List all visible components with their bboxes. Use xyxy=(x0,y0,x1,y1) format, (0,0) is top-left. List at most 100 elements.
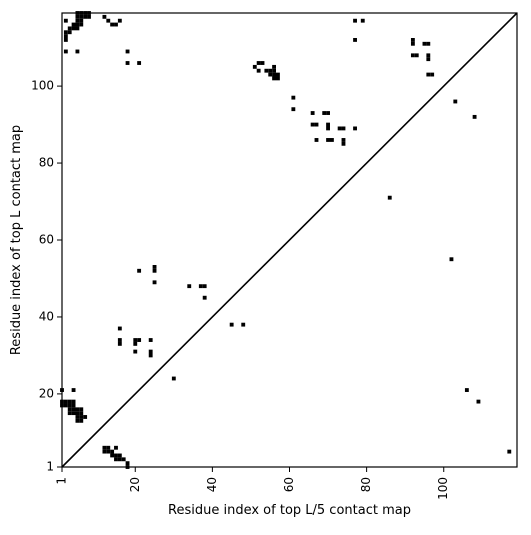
contact-cell-upper xyxy=(268,72,273,77)
contact-cell-lower xyxy=(171,376,176,381)
contact-cell-lower xyxy=(133,349,138,354)
contact-cell-lower xyxy=(117,457,122,462)
contact-cell-upper xyxy=(75,26,80,31)
contact-cell-lower xyxy=(71,388,76,392)
contact-cell-upper xyxy=(453,99,458,104)
contact-cell-upper xyxy=(71,22,76,27)
contact-cell-upper xyxy=(79,22,84,27)
contact-cell-lower xyxy=(67,411,72,416)
contact-cell-lower xyxy=(71,403,76,408)
contact-cell-upper xyxy=(353,126,357,131)
contact-cell-upper xyxy=(341,126,346,131)
contact-cell-upper xyxy=(326,122,330,127)
contact-cell-lower xyxy=(507,449,512,454)
contact-cell-lower xyxy=(110,453,115,458)
contact-cell-upper xyxy=(63,18,68,23)
contact-cell-lower xyxy=(117,341,122,346)
contact-cell-lower xyxy=(187,284,192,289)
contact-cell-upper xyxy=(291,107,296,112)
contact-cell-lower xyxy=(152,268,157,273)
contact-cell-lower xyxy=(476,399,481,404)
x-axis-ticks: 1 20 40 60 80 100 xyxy=(55,467,450,500)
contact-cell-upper xyxy=(272,72,277,77)
contact-cell-lower xyxy=(102,449,107,454)
x-tick-label: 1 xyxy=(55,477,69,485)
x-tick-label: 100 xyxy=(436,477,450,500)
contact-cell-upper xyxy=(87,14,91,19)
contact-cells xyxy=(60,11,512,469)
contact-cell-upper xyxy=(422,41,427,46)
contact-cell-upper xyxy=(410,41,415,46)
diagonal-line xyxy=(61,12,518,468)
contact-cell-upper xyxy=(310,111,315,115)
contact-cell-upper xyxy=(326,111,330,115)
contact-cell-upper xyxy=(102,14,107,19)
contact-cell-lower xyxy=(114,445,118,450)
contact-cell-upper xyxy=(79,18,84,23)
contact-cell-upper xyxy=(63,30,68,35)
contact-cell-upper xyxy=(75,18,80,23)
contact-cell-lower xyxy=(106,449,111,454)
contact-cell-upper xyxy=(414,53,419,58)
contact-cell-lower xyxy=(63,399,68,404)
contact-cell-lower xyxy=(79,415,84,419)
contact-cell-upper xyxy=(75,22,80,27)
contact-cell-lower xyxy=(79,411,84,416)
contact-cell-upper xyxy=(67,26,72,31)
contact-cell-upper xyxy=(410,38,415,42)
contact-cell-upper xyxy=(264,68,269,73)
contact-cell-upper xyxy=(337,126,342,131)
contact-cell-upper xyxy=(314,138,319,142)
contact-cell-upper xyxy=(75,14,80,19)
x-tick-label: 60 xyxy=(282,477,296,492)
contact-cell-upper xyxy=(75,49,80,54)
contact-cell-lower xyxy=(79,418,84,423)
y-tick-label: 20 xyxy=(39,386,54,400)
contact-cell-upper xyxy=(63,49,68,54)
y-tick-label: 1 xyxy=(46,460,54,474)
x-tick-label: 20 xyxy=(128,477,142,492)
contact-cell-upper xyxy=(272,64,277,69)
contact-cell-lower xyxy=(75,407,80,412)
contact-cell-upper xyxy=(353,38,357,42)
y-axis-ticks: 1 20 40 60 80 100 xyxy=(31,79,62,474)
contact-cell-lower xyxy=(449,257,454,262)
x-axis-label: Residue index of top L/5 contact map xyxy=(168,503,411,518)
contact-cell-lower xyxy=(137,268,142,273)
contact-cell-lower xyxy=(464,388,469,392)
contact-cell-lower xyxy=(67,399,72,404)
contact-cell-upper xyxy=(326,126,330,131)
contact-cell-upper xyxy=(322,111,327,115)
contact-cell-upper xyxy=(110,22,115,27)
contact-cell-lower xyxy=(75,418,80,423)
contact-cell-upper xyxy=(125,61,130,65)
contact-cell-upper xyxy=(426,41,431,46)
contact-cell-lower xyxy=(202,284,207,289)
y-tick-label: 100 xyxy=(31,79,54,93)
contact-cell-upper xyxy=(360,18,365,23)
contact-cell-upper xyxy=(410,53,415,58)
contact-cell-upper xyxy=(71,26,76,31)
contact-cell-lower xyxy=(152,280,157,285)
y-tick-label: 60 xyxy=(39,233,54,247)
contact-cell-lower xyxy=(114,453,118,458)
contact-cell-upper xyxy=(252,64,257,69)
contact-cell-upper xyxy=(314,122,319,127)
x-tick-label: 80 xyxy=(359,477,373,492)
contact-cell-upper xyxy=(83,14,88,19)
contact-cell-lower xyxy=(71,407,76,412)
contact-cell-upper xyxy=(272,76,277,81)
contact-cell-lower xyxy=(125,461,130,466)
contact-cell-lower xyxy=(102,445,107,450)
contact-cell-upper xyxy=(125,49,130,54)
contact-cell-lower xyxy=(229,322,234,327)
contact-cell-upper xyxy=(117,18,122,23)
contact-cell-lower xyxy=(106,445,111,450)
contact-cell-lower xyxy=(75,415,80,419)
contact-cell-lower xyxy=(241,322,246,327)
contact-cell-lower xyxy=(148,349,153,354)
contact-cell-lower xyxy=(117,338,122,342)
contact-cell-lower xyxy=(71,411,76,416)
contact-cell-lower xyxy=(75,411,80,416)
